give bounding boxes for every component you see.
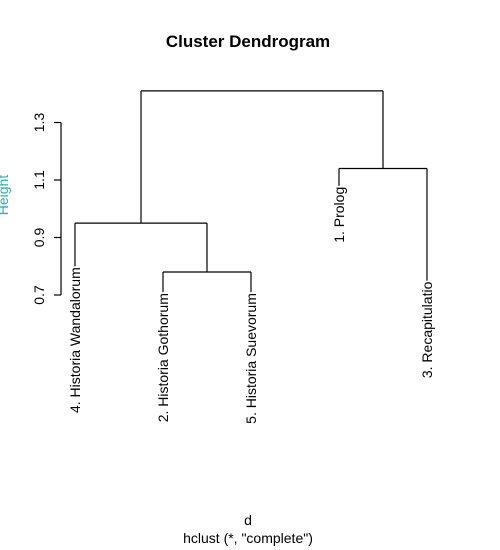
x-axis-label: d: [244, 512, 252, 528]
y-axis: 0.7 0.9 1.1 1.3: [31, 113, 62, 305]
y-tick-label: 1.1: [31, 170, 47, 190]
leaf-label: 3. Recapitulatio: [419, 281, 435, 378]
leaf-label: 1. Prolog: [331, 187, 347, 243]
y-axis-label: Height: [0, 175, 11, 216]
y-tick-label: 1.3: [31, 113, 47, 133]
leaf-label: 5. Historia Suevorum: [243, 293, 259, 424]
y-tick-label: 0.7: [31, 285, 47, 305]
y-tick-label: 0.9: [31, 228, 47, 248]
subtitle-method: hclust (*, "complete"): [183, 530, 313, 546]
leaf-label: 4. Historia Wandalorum: [67, 267, 83, 413]
chart-title: Cluster Dendrogram: [166, 32, 330, 51]
leaf-labels: 4. Historia Wandalorum 2. Historia Gothor…: [67, 187, 435, 424]
leaf-label: 2. Historia Gothorum: [155, 293, 171, 422]
dendrogram-tree: [74, 90, 428, 293]
